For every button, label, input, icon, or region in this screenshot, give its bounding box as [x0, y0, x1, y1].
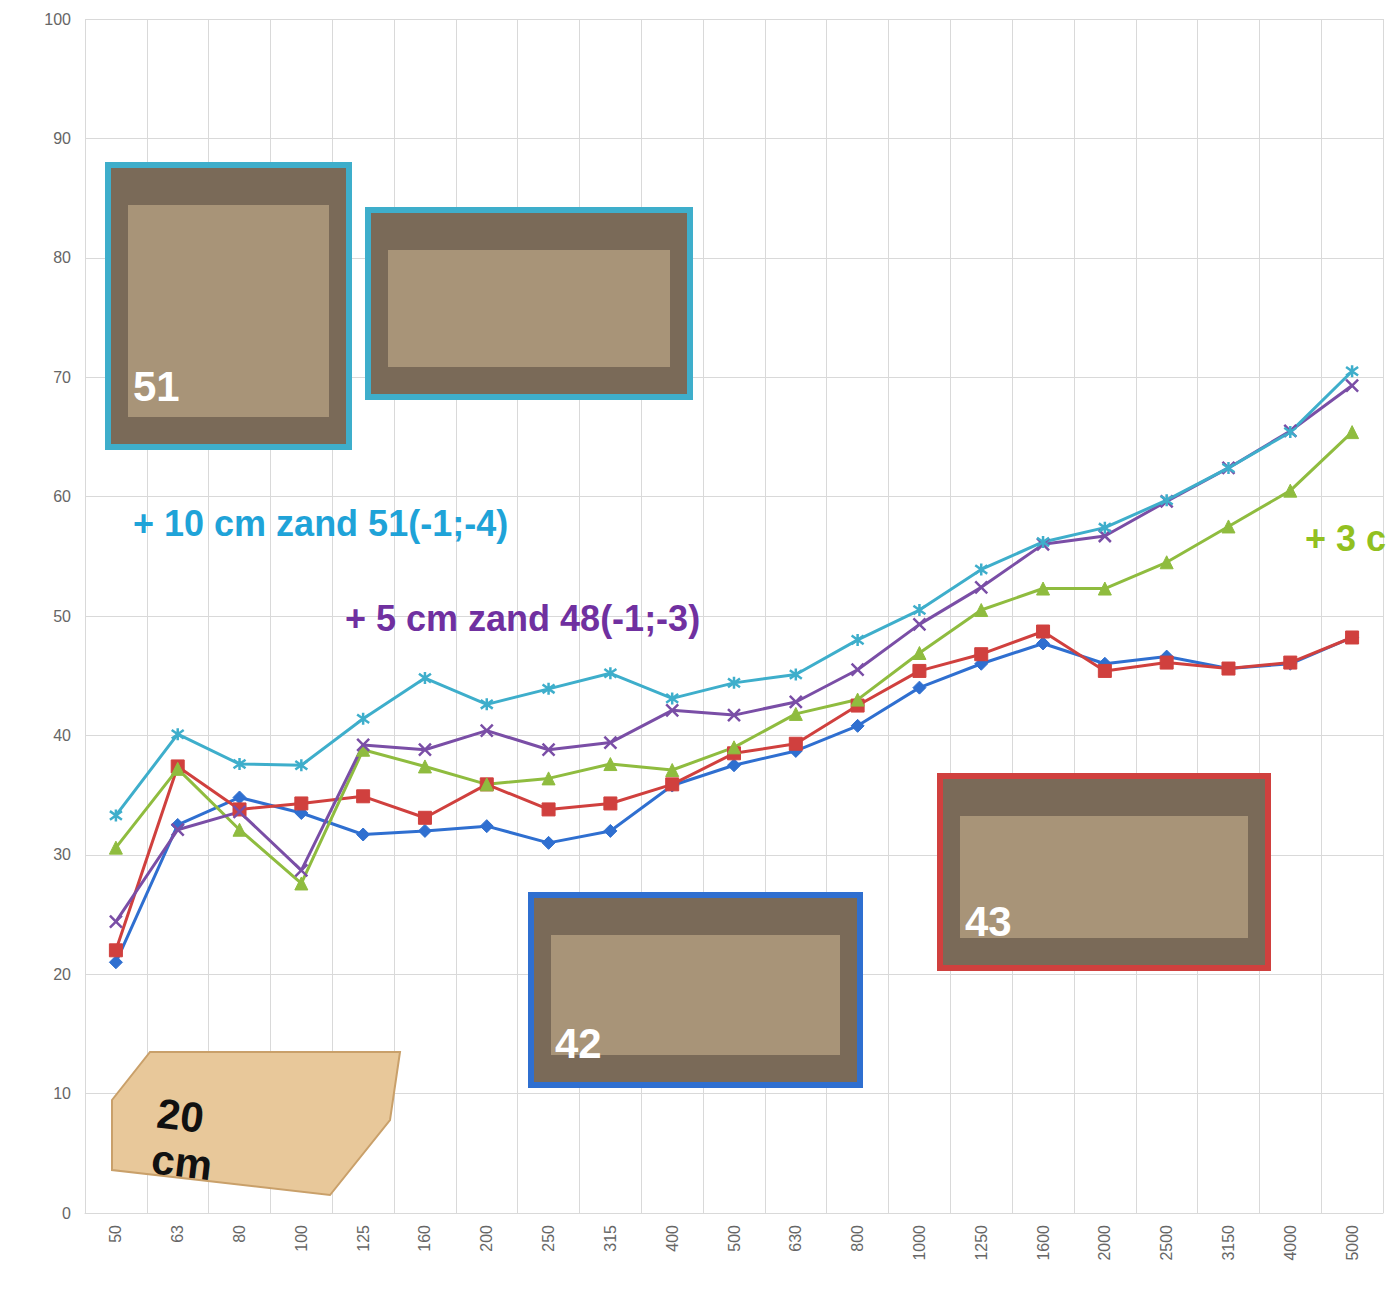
svg-text:40: 40 — [53, 727, 71, 744]
svg-text:20: 20 — [53, 966, 71, 983]
svg-text:63: 63 — [169, 1225, 186, 1243]
svg-text:400: 400 — [664, 1225, 681, 1252]
svg-text:+ 5 cm zand 48(-1;-3): + 5 cm zand 48(-1;-3) — [345, 598, 700, 639]
svg-text:250: 250 — [540, 1225, 557, 1252]
svg-text:4000: 4000 — [1282, 1225, 1299, 1261]
svg-text:90: 90 — [53, 130, 71, 147]
svg-text:51: 51 — [133, 363, 180, 410]
svg-text:2000: 2000 — [1096, 1225, 1113, 1261]
svg-text:125: 125 — [355, 1225, 372, 1252]
svg-text:+ 10 cm zand 51(-1;-4): + 10 cm zand 51(-1;-4) — [133, 503, 508, 544]
svg-text:1000: 1000 — [911, 1225, 928, 1261]
svg-text:0: 0 — [62, 1205, 71, 1222]
svg-text:80: 80 — [231, 1225, 248, 1243]
svg-text:42: 42 — [555, 1020, 602, 1067]
svg-text:80: 80 — [53, 249, 71, 266]
svg-text:50: 50 — [107, 1225, 124, 1243]
svg-text:315: 315 — [602, 1225, 619, 1252]
svg-text:+ 3 c: + 3 c — [1305, 518, 1386, 559]
svg-text:100: 100 — [293, 1225, 310, 1252]
svg-text:50: 50 — [53, 608, 71, 625]
svg-text:800: 800 — [849, 1225, 866, 1252]
svg-text:1250: 1250 — [973, 1225, 990, 1261]
svg-text:1600: 1600 — [1035, 1225, 1052, 1261]
svg-text:100: 100 — [44, 11, 71, 28]
svg-text:160: 160 — [416, 1225, 433, 1252]
svg-text:20: 20 — [154, 1090, 206, 1142]
svg-text:3150: 3150 — [1220, 1225, 1237, 1261]
svg-text:60: 60 — [53, 488, 71, 505]
svg-text:5000: 5000 — [1344, 1225, 1361, 1261]
svg-text:2500: 2500 — [1158, 1225, 1175, 1261]
svg-text:70: 70 — [53, 369, 71, 386]
svg-text:630: 630 — [787, 1225, 804, 1252]
svg-text:30: 30 — [53, 846, 71, 863]
svg-text:10: 10 — [53, 1085, 71, 1102]
svg-text:cm: cm — [149, 1135, 215, 1189]
svg-text:200: 200 — [478, 1225, 495, 1252]
svg-text:43: 43 — [965, 898, 1012, 945]
svg-text:500: 500 — [726, 1225, 743, 1252]
